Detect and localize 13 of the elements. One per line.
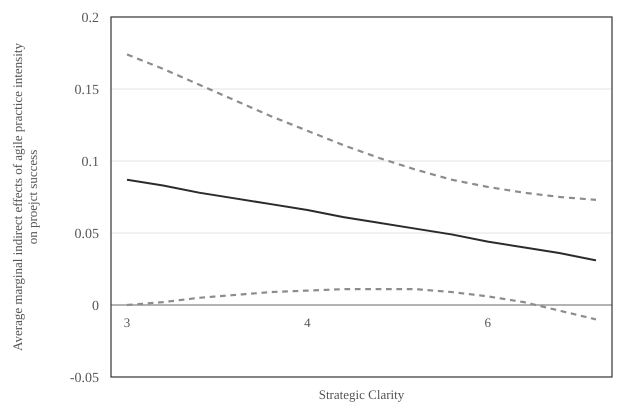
y-tick-label: 0.15 bbox=[74, 82, 99, 98]
y-axis-title: Average marginal indirect effects of agile practice intensity on proejct success bbox=[10, 42, 40, 351]
x-tick-label: 4 bbox=[304, 315, 312, 330]
y-tick-label: 0.1 bbox=[82, 154, 99, 170]
x-axis-title: Strategic Clarity bbox=[318, 387, 405, 402]
y-tick-label: 0.2 bbox=[82, 10, 99, 26]
x-tick-label: 3 bbox=[124, 315, 130, 330]
line-series bbox=[126, 53, 598, 201]
line-series bbox=[126, 178, 597, 262]
y-tick-label: 0 bbox=[92, 298, 99, 314]
y-tick-label: -0.05 bbox=[70, 370, 99, 386]
x-tick-label: 6 bbox=[484, 315, 492, 330]
y-tick-label: 0.05 bbox=[74, 226, 99, 242]
